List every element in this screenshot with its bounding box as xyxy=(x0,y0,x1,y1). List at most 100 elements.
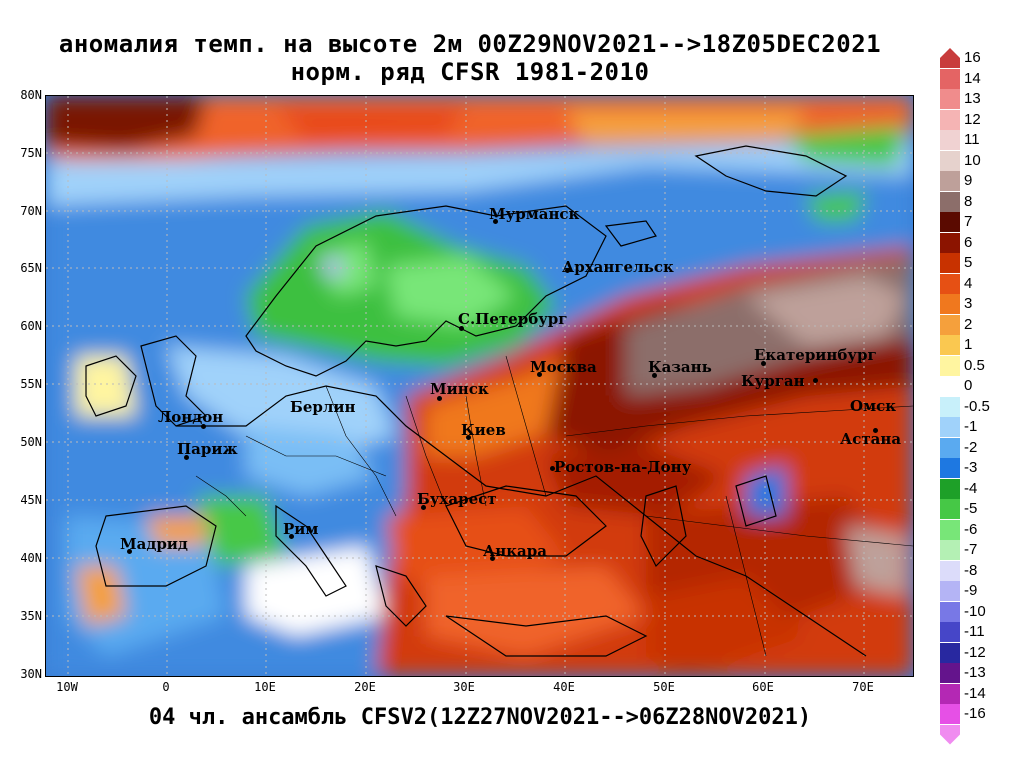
colorbar-tick-label: -11 xyxy=(964,623,985,641)
lat-label: 30N xyxy=(20,667,42,681)
lat-label: 65N xyxy=(20,261,42,275)
colorbar-swatch xyxy=(940,622,960,642)
city-marker xyxy=(466,435,471,440)
lon-label: 70E xyxy=(852,680,874,694)
colorbar-tick-label: -5 xyxy=(964,500,978,518)
colorbar-tick-label: 16 xyxy=(964,49,981,67)
lon-label: 10E xyxy=(254,680,276,694)
colorbar-swatch xyxy=(940,212,960,232)
city-label-paris: Париж xyxy=(177,440,238,458)
lat-label: 80N xyxy=(20,88,42,102)
colorbar-swatch xyxy=(940,68,960,89)
lat-label: 75N xyxy=(20,146,42,160)
lon-label: 50E xyxy=(653,680,675,694)
lat-label: 55N xyxy=(20,377,42,391)
colorbar-tick-label: 6 xyxy=(964,233,973,251)
city-label-omsk: Омск xyxy=(850,397,897,415)
coastlines xyxy=(85,145,867,657)
ensemble-caption: 04 чл. ансамбль CFSV2(12Z27NOV2021-->06Z… xyxy=(148,705,812,730)
colorbar-tick-label: 2 xyxy=(964,315,973,333)
chart-title: аномалия темп. на высоте 2м 00Z29NOV2021… xyxy=(58,30,882,58)
colorbar-swatch xyxy=(940,130,960,150)
colorbar-tick-label: 13 xyxy=(964,90,981,108)
lon-label: 40E xyxy=(553,680,575,694)
colorbar-tick-label: 4 xyxy=(964,274,973,292)
colorbar-swatch xyxy=(940,478,960,499)
lat-label: 50N xyxy=(20,435,42,449)
colorbar-tick-label: 0 xyxy=(964,377,973,395)
city-marker xyxy=(565,268,570,273)
lon-label: 60E xyxy=(752,680,774,694)
colorbar-tick-label: -9 xyxy=(964,582,978,600)
colorbar-swatch xyxy=(940,376,960,396)
lat-label: 60N xyxy=(20,319,42,333)
colorbar-swatch xyxy=(940,396,960,417)
colorbar-swatch xyxy=(940,89,960,109)
city-label-london: Лондон xyxy=(158,408,224,426)
colorbar-tick-label: 11 xyxy=(964,131,980,149)
colorbar-tick-label: -0.5 xyxy=(964,397,990,415)
city-marker xyxy=(127,549,132,554)
anomaly-field xyxy=(46,96,913,676)
colorbar-swatch xyxy=(940,355,960,376)
colorbar-tick-label: -4 xyxy=(964,479,978,497)
city-marker xyxy=(459,326,464,331)
colorbar-swatch xyxy=(940,642,960,663)
city-label-minsk: Минск xyxy=(430,380,489,398)
city-marker xyxy=(873,428,878,433)
city-label-kurgan: Курган xyxy=(741,372,805,390)
city-label-madrid: Мадрид xyxy=(120,535,188,553)
colorbar-swatch xyxy=(940,724,960,745)
colorbar-swatch xyxy=(940,253,960,273)
colorbar-swatch xyxy=(940,109,960,130)
city-marker xyxy=(550,466,555,471)
colorbar-tick-label: 8 xyxy=(964,192,973,210)
city-marker xyxy=(421,505,426,510)
colorbar-tick-label: -13 xyxy=(964,664,986,682)
lat-label: 40N xyxy=(20,551,42,565)
colorbar-tick-label: -7 xyxy=(964,541,978,559)
city-label-arkhangelsk: Архангельск xyxy=(562,258,674,276)
colorbar-swatch xyxy=(940,48,960,68)
colorbar-tick-label: -1 xyxy=(964,418,978,436)
lon-label: 30E xyxy=(453,680,475,694)
colorbar-tick-label: -12 xyxy=(964,643,986,661)
colorbar-tick-label: 14 xyxy=(964,69,981,87)
colorbar-swatch xyxy=(940,437,960,458)
city-marker xyxy=(184,455,189,460)
colorbar-tick-label: 1 xyxy=(964,336,973,354)
city-label-moscow: Москва xyxy=(530,358,597,376)
colorbar-swatch xyxy=(940,171,960,191)
colorbar-tick-label: 3 xyxy=(964,295,973,313)
colorbar-swatch xyxy=(940,273,960,294)
colorbar-swatch xyxy=(940,150,960,171)
lon-label: 0 xyxy=(162,680,170,694)
colorbar-swatch xyxy=(940,683,960,704)
lat-label: 70N xyxy=(20,204,42,218)
colorbar-tick-label: 5 xyxy=(964,254,973,272)
colorbar-tick-label: 9 xyxy=(964,172,973,190)
colorbar-swatch xyxy=(940,540,960,560)
colorbar-swatch xyxy=(940,232,960,253)
city-label-ankara: Анкара xyxy=(483,542,547,560)
city-label-murmansk: Мурманск xyxy=(489,205,580,223)
colorbar-swatch xyxy=(940,314,960,335)
colorbar-swatch xyxy=(940,519,960,540)
city-label-berlin: Берлин xyxy=(290,398,356,416)
colorbar-swatch xyxy=(940,191,960,212)
colorbar-tick-label: 12 xyxy=(964,110,981,128)
colorbar-swatch xyxy=(940,294,960,314)
city-marker xyxy=(437,396,442,401)
colorbar-tick-label: 7 xyxy=(964,213,973,231)
city-marker xyxy=(289,534,294,539)
colorbar-tick-label: -8 xyxy=(964,561,978,579)
lat-label: 45N xyxy=(20,493,42,507)
colorbar-swatch xyxy=(940,417,960,437)
city-label-bucharest: Бухарест xyxy=(417,490,497,508)
city-marker xyxy=(652,373,657,378)
colorbar-swatch xyxy=(940,335,960,355)
colorbar-tick-label: 0.5 xyxy=(964,356,985,374)
colorbar-swatch xyxy=(940,581,960,601)
colorbar-tick-label: -2 xyxy=(964,438,978,456)
city-label-yekaterinburg: Екатеринбург xyxy=(754,346,877,364)
